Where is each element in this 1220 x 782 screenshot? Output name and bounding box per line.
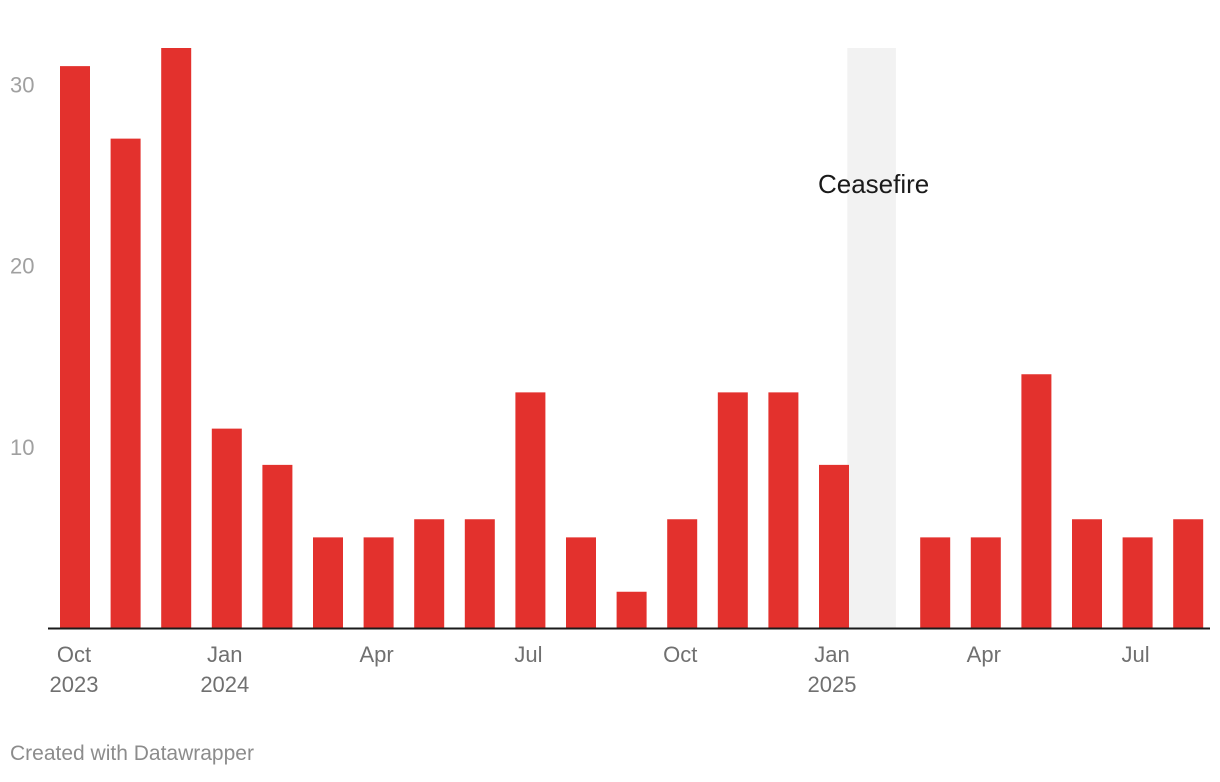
x-tick-label: Jan [207,642,242,667]
x-tick-year-label: 2025 [808,672,857,697]
x-tick-year-label: 2023 [50,672,99,697]
bar-2024-01[interactable] [211,428,242,628]
bar-2024-03[interactable] [313,537,343,628]
x-tick-label: Oct [57,642,91,667]
bar-2025-04[interactable] [970,537,1001,628]
x-tick-label: Apr [359,642,393,667]
bar-2023-10[interactable] [60,66,90,628]
bar-2024-09[interactable] [616,591,647,628]
ceasefire-label: Ceasefire [818,169,929,199]
bar-2025-05[interactable] [1021,374,1052,628]
bar-2025-01[interactable] [819,464,849,628]
y-tick-label: 10 [10,435,34,460]
bar-2024-06[interactable] [464,519,495,628]
bar-2025-06[interactable] [1072,519,1102,628]
bar-2025-07[interactable] [1122,537,1153,628]
bar-2024-08[interactable] [566,537,596,628]
x-tick-label: Apr [967,642,1001,667]
x-tick-year-label: 2024 [200,672,249,697]
bar-2024-05[interactable] [414,519,445,628]
y-tick-label: 30 [10,72,34,97]
bar-2025-08[interactable] [1173,519,1204,628]
y-tick-label: 20 [10,254,34,279]
bar-2023-11[interactable] [110,138,141,628]
bar-2024-12[interactable] [768,392,799,628]
bar-2024-07[interactable] [515,392,546,628]
ceasefire-shade [847,48,896,628]
x-tick-label: Jul [1122,642,1150,667]
bar-2024-04[interactable] [363,537,394,628]
bar-2024-11[interactable] [717,392,748,628]
x-tick-label: Jan [814,642,849,667]
bar-2024-10[interactable] [667,519,698,628]
x-tick-label: Oct [663,642,697,667]
credit-text[interactable]: Created with Datawrapper [10,742,254,765]
bar-2023-12[interactable] [161,48,192,628]
bar-2024-02[interactable] [262,464,293,628]
bar-2025-03[interactable] [920,537,951,628]
x-tick-label: Jul [514,642,542,667]
